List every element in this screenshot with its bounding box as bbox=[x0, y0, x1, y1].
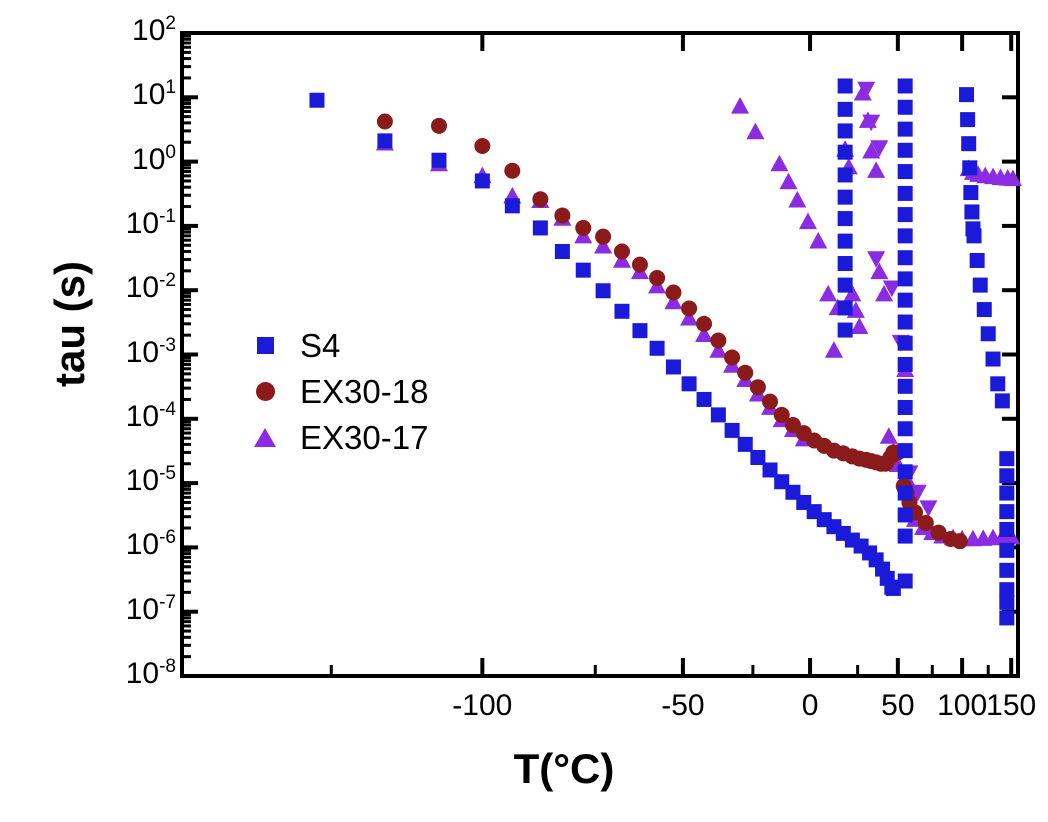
y-tick-label-group: 102 101 100 10-1 10-2 10-3 10-4 10-5 10-6 10-7 10-… bbox=[0, 0, 176, 822]
y-tick-label: 10-1 bbox=[125, 205, 176, 240]
x-tick-label: 150 bbox=[986, 689, 1037, 722]
x-tick-label: 50 bbox=[881, 689, 915, 722]
y-tick-label: 101 bbox=[132, 77, 176, 112]
legend-item-s4[interactable]: S4 bbox=[236, 322, 428, 368]
y-tick-label: 10-7 bbox=[125, 591, 176, 626]
legend-item-ex30-17[interactable]: EX30-17 bbox=[236, 414, 428, 460]
y-tick-label: 10-4 bbox=[125, 398, 176, 433]
x-tick-label: -100 bbox=[452, 689, 513, 722]
legend: S4 EX30-18 EX30-17 bbox=[236, 322, 428, 460]
y-tick-label: 100 bbox=[132, 141, 176, 176]
x-tick-label: 100 bbox=[937, 689, 988, 722]
y-tick-label: 10-6 bbox=[125, 527, 176, 562]
legend-marker-triangle-icon bbox=[236, 427, 294, 447]
y-tick-label: 10-5 bbox=[125, 463, 176, 498]
legend-label: EX30-18 bbox=[300, 372, 429, 410]
legend-item-ex30-18[interactable]: EX30-18 bbox=[236, 368, 428, 414]
x-tick-label: 0 bbox=[801, 689, 819, 722]
legend-label: S4 bbox=[300, 326, 341, 364]
legend-marker-circle-icon bbox=[236, 381, 294, 401]
x-axis-title: T(°C) bbox=[513, 745, 615, 792]
legend-marker-square-icon bbox=[236, 336, 294, 354]
x-tick-label: -50 bbox=[661, 689, 705, 722]
legend-label: EX30-17 bbox=[300, 418, 429, 456]
y-tick-label: 102 bbox=[132, 13, 176, 47]
y-tick-label: 10-2 bbox=[125, 270, 176, 305]
y-tick-label: 10-3 bbox=[125, 334, 176, 369]
y-tick-label: 10-8 bbox=[125, 656, 176, 690]
